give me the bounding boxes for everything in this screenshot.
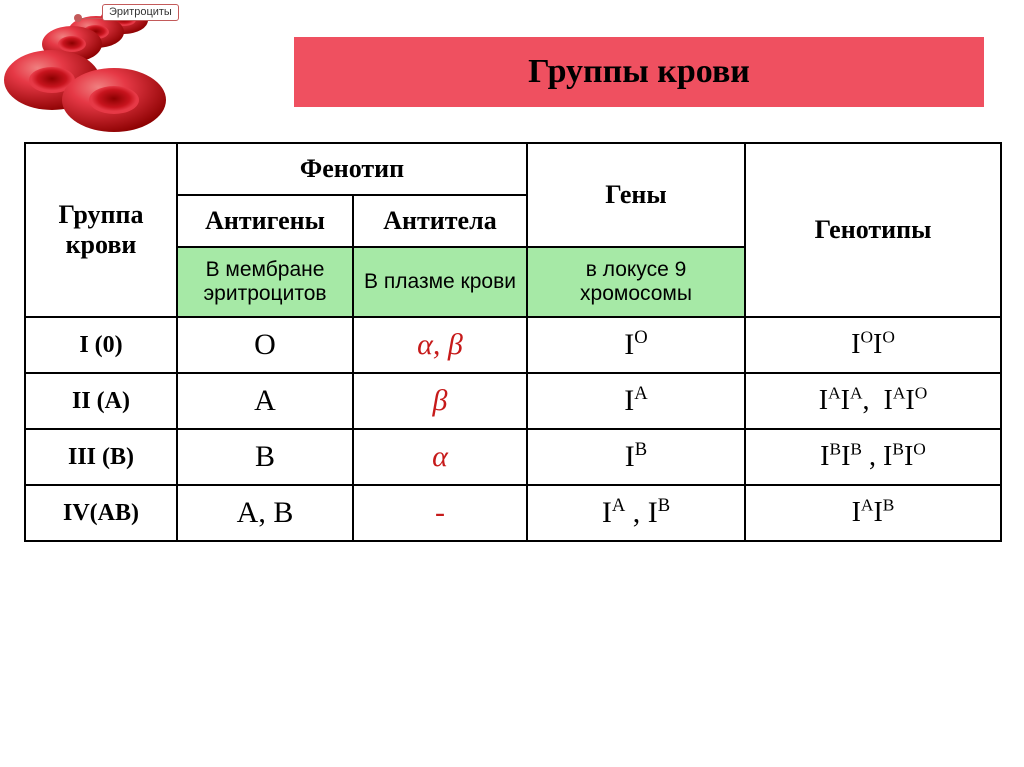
cell-genotype: IAIA, IAIO [745,373,1001,429]
title-banner: Группы крови [294,37,984,107]
th-genes: Гены [527,143,745,247]
callout-line [82,18,102,19]
cell-gene: IB [527,429,745,485]
cell-group: III (B) [25,429,177,485]
cell-genotype: IOIO [745,317,1001,373]
page-title: Группы крови [528,53,750,91]
cell-gene: IA [527,373,745,429]
sub-antigens-loc: В мембране эритроцитов [177,247,353,317]
cell-gene: IA , IB [527,485,745,541]
th-group: Группа крови [25,143,177,317]
table-body: I (0)Oα, βIOIOIOII (A)AβIAIAIA, IAIOIII … [25,317,1001,541]
cell-antigen: A [177,373,353,429]
cell-group: II (A) [25,373,177,429]
th-antigens: Антигены [177,195,353,247]
sub-antibodies-loc: В плазме крови [353,247,527,317]
erythrocytes-label: Эритроциты [102,4,179,21]
cell-group: I (0) [25,317,177,373]
cell-antibody: - [353,485,527,541]
table-row: II (A)AβIAIAIA, IAIO [25,373,1001,429]
erythrocytes-illustration: Эритроциты [4,2,224,152]
table-row: IV(AB)A, B-IA , IBIAIB [25,485,1001,541]
cell-antigen: O [177,317,353,373]
th-phenotype: Фенотип [177,143,527,195]
cell-antigen: B [177,429,353,485]
cell-antibody: β [353,373,527,429]
cell-antibody: α [353,429,527,485]
rbc-svg [4,2,224,152]
cell-antibody: α, β [353,317,527,373]
header-area: Эритроциты Группы крови [24,12,1000,142]
sub-genes-loc: в локусе 9 хромосомы [527,247,745,317]
th-genotypes: Генотипы [745,143,1001,317]
cell-genotype: IAIB [745,485,1001,541]
cell-gene: IO [527,317,745,373]
th-antibodies: Антитела [353,195,527,247]
blood-groups-table: Группа крови Фенотип Гены Генотипы Антиг… [24,142,1002,542]
table-row: I (0)Oα, βIOIOIO [25,317,1001,373]
table-row: III (B)BαIBIBIB , IBIO [25,429,1001,485]
cell-genotype: IBIB , IBIO [745,429,1001,485]
cell-group: IV(AB) [25,485,177,541]
cell-antigen: A, B [177,485,353,541]
callout-dot [74,14,82,22]
